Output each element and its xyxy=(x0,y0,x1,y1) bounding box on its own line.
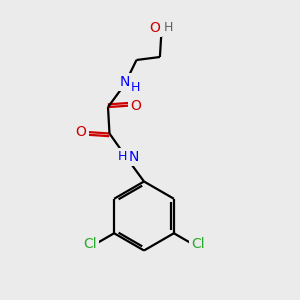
Text: Cl: Cl xyxy=(83,237,97,251)
Text: O: O xyxy=(130,99,141,112)
Text: H: H xyxy=(131,80,141,94)
Text: O: O xyxy=(76,125,86,139)
Text: H: H xyxy=(163,21,173,34)
Text: N: N xyxy=(119,75,130,89)
Text: H: H xyxy=(117,150,127,163)
Text: O: O xyxy=(149,21,160,35)
Text: Cl: Cl xyxy=(191,237,205,251)
Text: N: N xyxy=(129,150,139,164)
